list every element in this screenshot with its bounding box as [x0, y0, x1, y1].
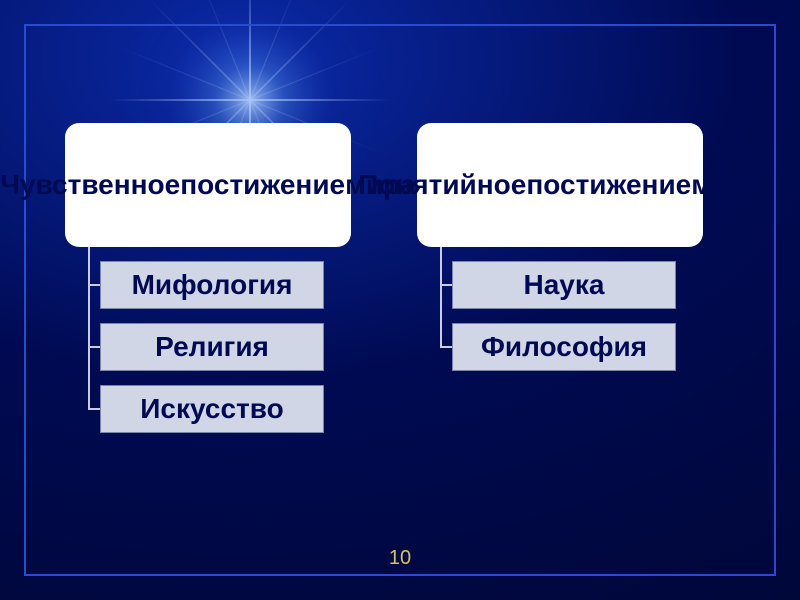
tree-header-sensory: Чувственноепостижениемира	[65, 123, 351, 247]
connector-trunk	[440, 247, 442, 347]
page-number-text: 10	[389, 547, 411, 569]
connector-branch	[440, 284, 452, 286]
connector-branch	[88, 346, 100, 348]
tree-node-sensory-0: Мифология	[100, 261, 324, 309]
tree-node-conceptual-0: Наука	[452, 261, 676, 309]
page-number: 10	[0, 547, 800, 570]
tree-node-sensory-1: Религия	[100, 323, 324, 371]
connector-branch	[88, 284, 100, 286]
tree-node-conceptual-1: Философия	[452, 323, 676, 371]
diagram-root: Чувственноепостижениемира Мифология Религи…	[0, 0, 800, 600]
tree-node-sensory-2: Искусство	[100, 385, 324, 433]
connector-branch	[440, 346, 452, 348]
tree-header-conceptual: Понятийноепостижениемира	[417, 123, 703, 247]
connector-trunk	[88, 247, 90, 409]
connector-branch	[88, 408, 100, 410]
